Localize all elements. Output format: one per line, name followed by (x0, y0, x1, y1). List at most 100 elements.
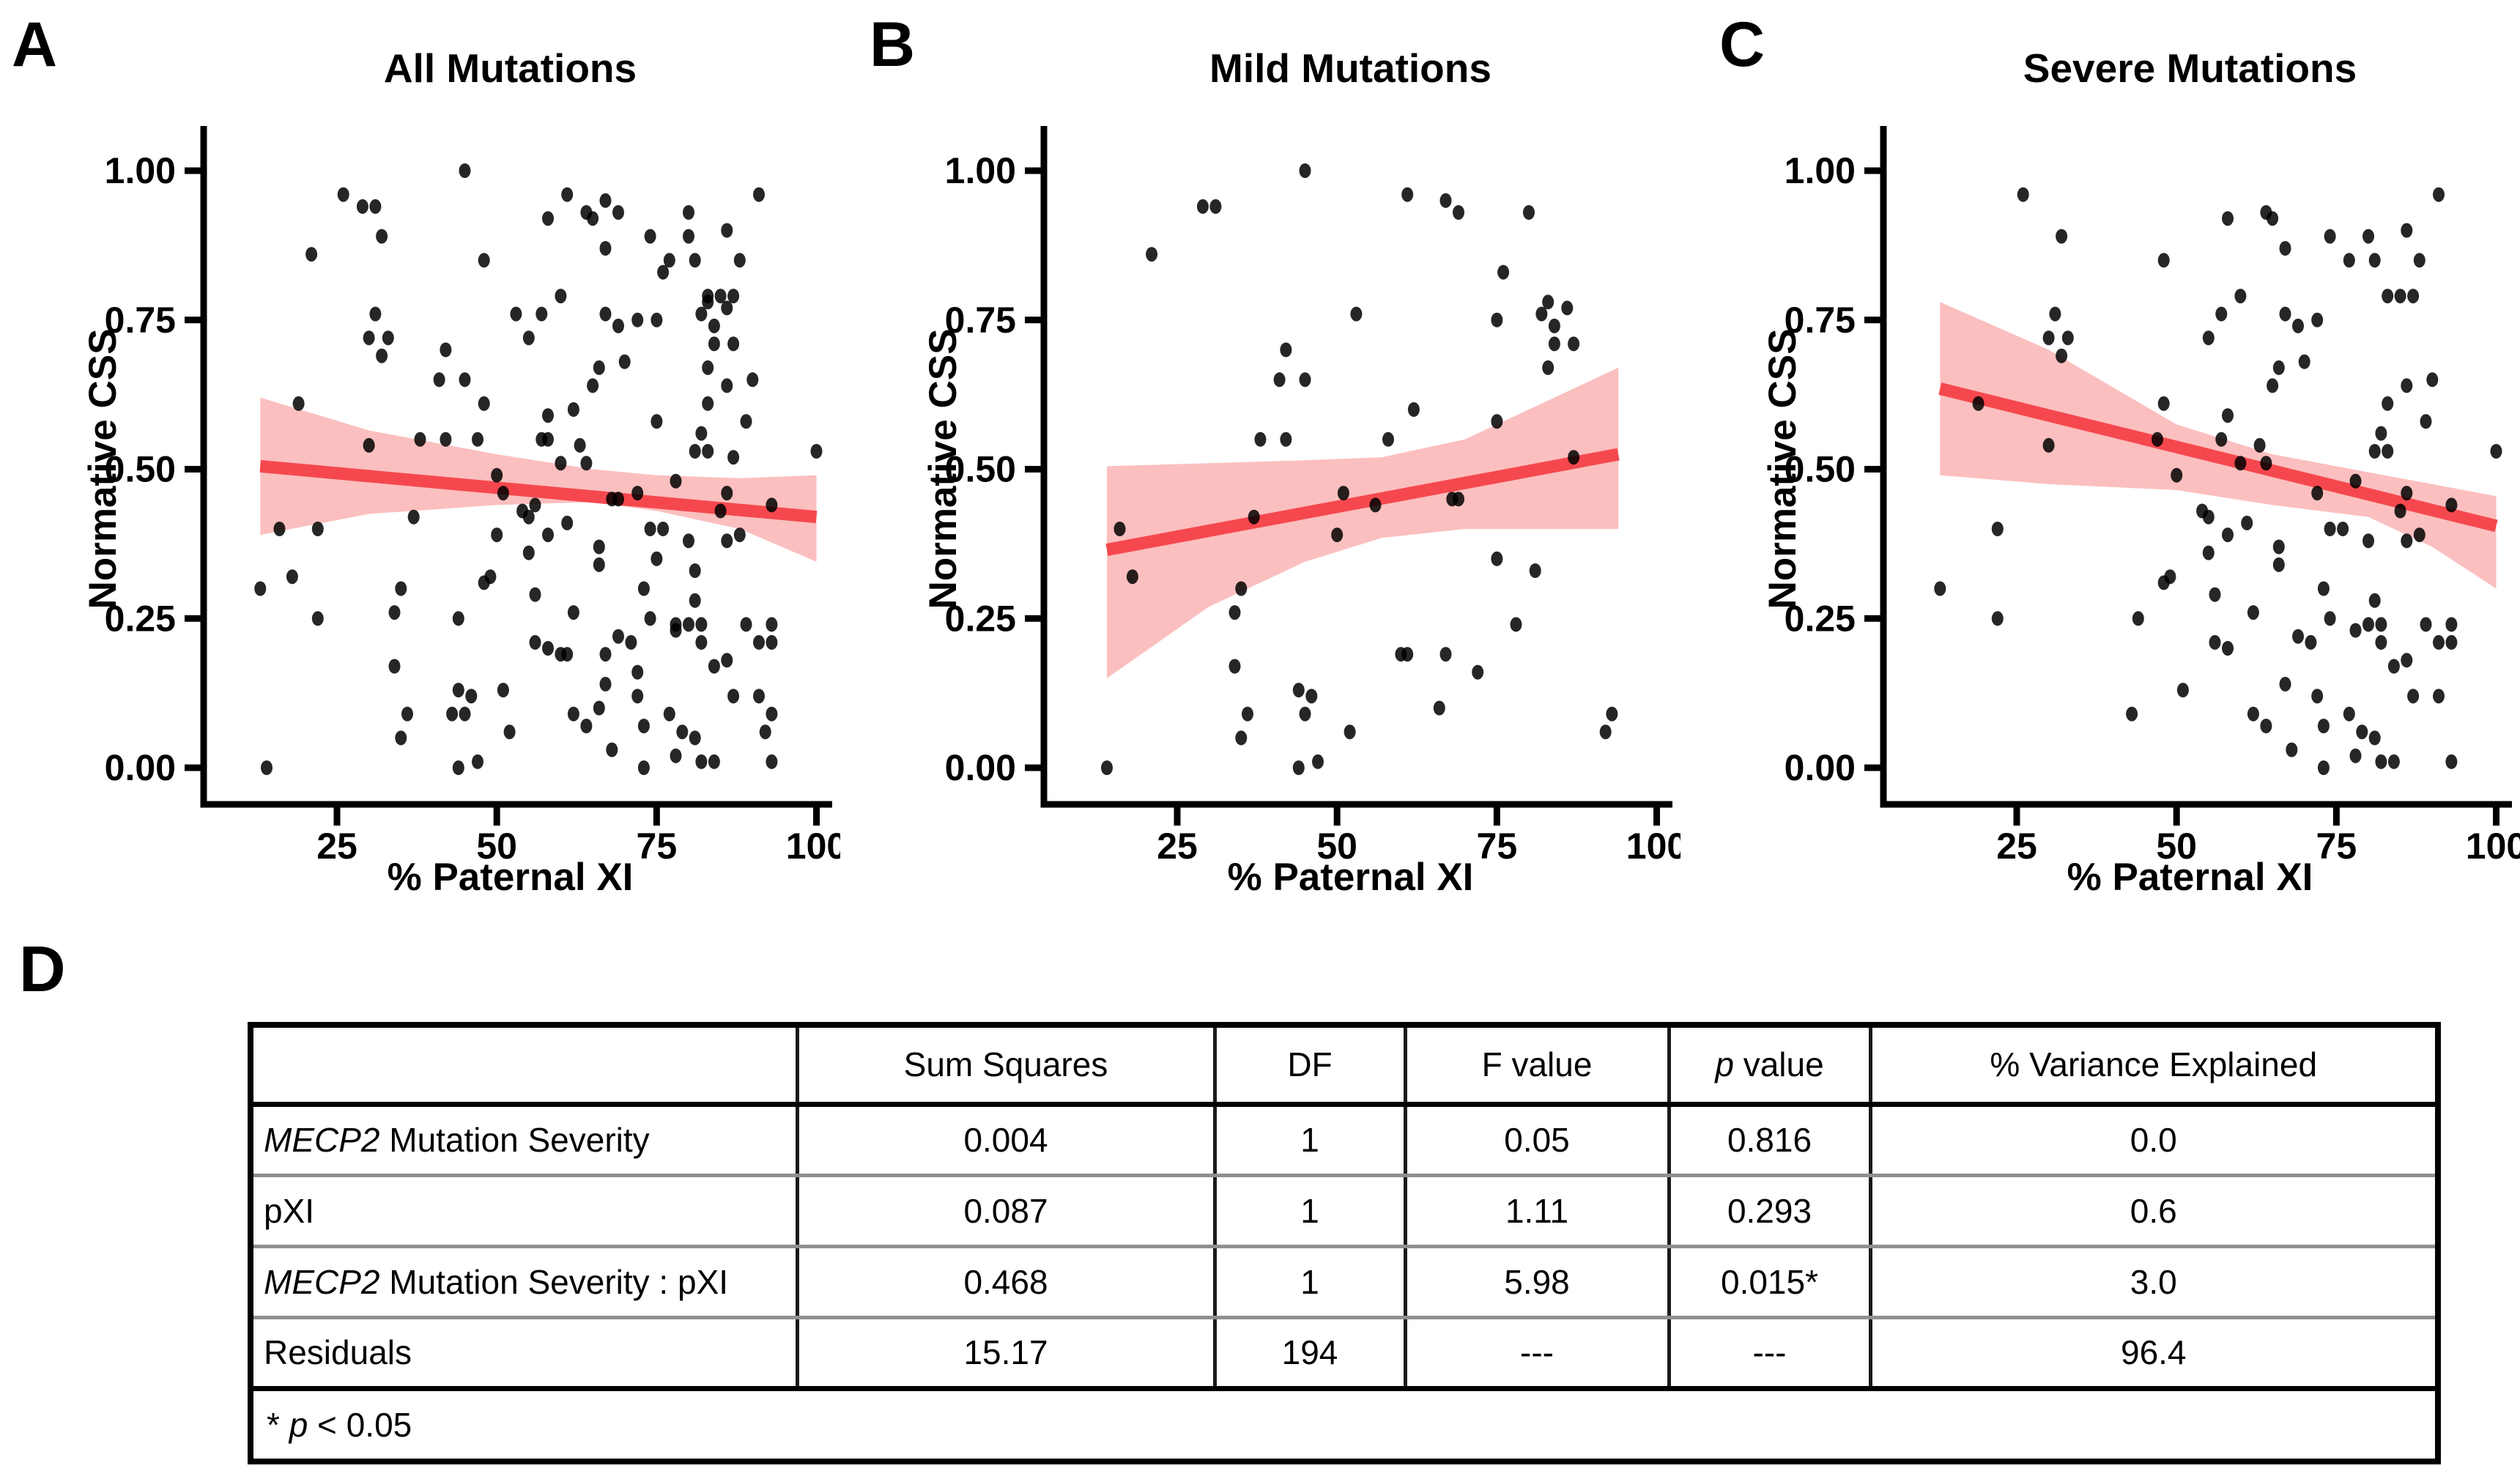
scatter-point (695, 634, 708, 650)
scatter-point (651, 312, 663, 327)
x-tick-label: 50 (1316, 826, 1357, 867)
anova-table-wrap: Sum Squares DF F value p value% Variance Ex… (248, 1022, 2441, 1464)
scatter-point (2209, 634, 2221, 650)
scatter-point (2394, 289, 2406, 304)
scatter-point (683, 617, 694, 632)
y-tick-label: 0.25 (1785, 598, 1856, 639)
scatter-point (689, 253, 701, 268)
scatter-point (1490, 312, 1502, 327)
scatter-point (1234, 730, 1247, 746)
scatter-point (2362, 229, 2375, 244)
scatter-point (2215, 431, 2228, 447)
table-header-cell: DF (1212, 1025, 1405, 1107)
scatter-point (2017, 187, 2029, 202)
scatter-point (376, 229, 388, 244)
scatter-point (1145, 247, 1157, 262)
scatter-point (2375, 617, 2387, 632)
table-cell: --- (1667, 1317, 1870, 1391)
scatter-point (2324, 229, 2336, 244)
y-tick-label: 1.00 (944, 150, 1015, 191)
scatter-point (2349, 473, 2362, 489)
scatter-point (1292, 683, 1305, 697)
scatter-point (695, 426, 708, 441)
scatter-point (753, 689, 765, 704)
table-cell: 96.4 (1868, 1317, 2438, 1391)
scatter-point (2343, 706, 2355, 722)
table-cell: 1 (1212, 1246, 1405, 1319)
scatter-point (1605, 706, 1617, 722)
scatter-point (599, 306, 612, 322)
scatter-point (491, 527, 503, 543)
scatter-point (727, 336, 740, 352)
scatter-point (452, 611, 464, 626)
scatter-point (721, 223, 733, 238)
scatter-point (2318, 581, 2330, 596)
scatter-point (503, 725, 516, 740)
scatter-point (2413, 253, 2426, 268)
panel-letter: A (12, 10, 57, 80)
panel-title: All Mutations (384, 45, 637, 91)
scatter-point (1541, 294, 1554, 310)
regression-line (1938, 382, 2498, 533)
scatter-point (2401, 223, 2413, 238)
scatter-point (1299, 706, 1311, 722)
scatter-point (689, 563, 701, 578)
scatter-point (2382, 444, 2394, 459)
table-header-cell: F value (1403, 1025, 1669, 1107)
scatter-point (2407, 289, 2420, 304)
scatter-point (542, 641, 554, 656)
scatter-point (651, 551, 663, 566)
confidence-band (1106, 367, 1618, 678)
scatter-point (2388, 754, 2401, 769)
scatter-point (1369, 497, 1382, 513)
table-header-cell: Sum Squares (795, 1025, 1215, 1107)
scatter-point (472, 754, 483, 769)
scatter-point (376, 348, 388, 363)
scatter-point (1401, 187, 1413, 202)
panel-all-mutations: 1.00 0.75 0.50 0.25 0.00 25 50 75 100 Normative C… (0, 0, 840, 901)
y-tick-label: 0.50 (1785, 449, 1856, 490)
scatter-point (740, 414, 752, 429)
table-cell: 194 (1212, 1317, 1405, 1391)
table-cell: 0.816 (1667, 1104, 1870, 1177)
scatter-point (2202, 509, 2215, 525)
scatter-point (574, 437, 586, 453)
table-cell: 0.05 (1403, 1104, 1669, 1177)
scatter-point (702, 289, 714, 304)
scatter-point (593, 557, 605, 572)
scatter-point (1567, 450, 1579, 465)
scatter-point (721, 378, 733, 393)
scatter-point (587, 378, 599, 393)
scatter-point (708, 659, 720, 674)
x-axis-title: % Paternal XI (1227, 856, 1473, 899)
scatter-point (695, 754, 708, 769)
scatter-point (254, 581, 267, 596)
scatter-point (522, 545, 535, 560)
scatter-point (2157, 396, 2170, 411)
y-axis-title: Normative CSS (1761, 329, 1804, 609)
scatter-point (637, 719, 650, 733)
scatter-point (612, 492, 624, 507)
y-tick-label: 0.25 (944, 598, 1015, 639)
y-tick-label: 1.00 (1785, 150, 1856, 191)
scatter-point (363, 330, 375, 346)
y-tick-label: 0.75 (1785, 300, 1856, 341)
scatter-point (612, 629, 624, 644)
scatter-point (2279, 676, 2291, 692)
scatter-point (567, 605, 579, 620)
table-row: MECP2 Mutation Severity : pXI 0.468 1 5.98 0… (251, 1246, 2438, 1319)
scatter-point (695, 306, 708, 322)
scatter-point (2401, 378, 2413, 393)
scatter-point (689, 730, 701, 746)
scatter-point (2164, 569, 2176, 585)
y-axis-title: Normative CSS (922, 329, 965, 609)
scatter-point (1337, 486, 1349, 501)
scatter-point (2049, 306, 2061, 322)
scatter-point (644, 229, 656, 244)
scatter-point (766, 706, 778, 722)
x-tick-label: 100 (1626, 826, 1680, 867)
scatter-point (2222, 641, 2234, 656)
scatter-point (740, 617, 752, 632)
scatter-point (510, 306, 522, 322)
scatter-point (1560, 300, 1573, 316)
